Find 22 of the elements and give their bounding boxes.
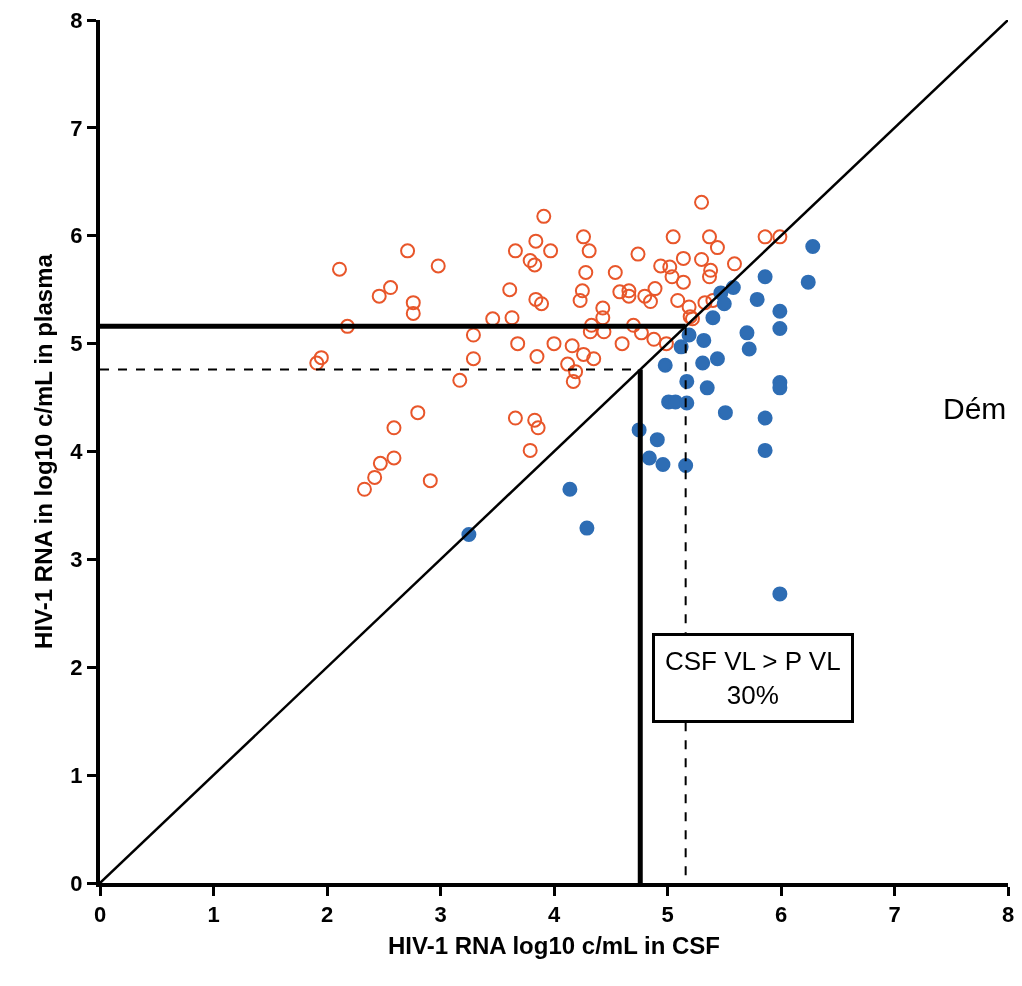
x-tick-label: 4 xyxy=(547,902,561,928)
y-tick-label: 2 xyxy=(70,654,83,680)
y-axis-title: HIV-1 RNA in log10 c/mL in plasma xyxy=(29,253,57,649)
y-tick-label: 3 xyxy=(70,547,83,573)
x-axis-title: HIV-1 RNA log10 c/mL in CSF xyxy=(387,932,721,960)
x-tick-label: 3 xyxy=(434,902,447,928)
y-tick-label: 8 xyxy=(70,7,83,33)
y-tick-label: 7 xyxy=(70,115,83,141)
y-tick-label: 5 xyxy=(70,331,83,357)
annotation: Dém xyxy=(943,392,1007,425)
x-tick-label: 6 xyxy=(774,902,788,928)
x-tick-label: 0 xyxy=(93,902,107,928)
y-tick-label: 6 xyxy=(70,223,83,249)
x-tick-label: 5 xyxy=(661,902,674,928)
y-tick-label: 0 xyxy=(70,870,83,896)
x-tick-label: 7 xyxy=(888,902,901,928)
y-tick-label: 4 xyxy=(70,439,84,465)
x-tick-label: 8 xyxy=(1001,902,1015,928)
x-tick-label: 2 xyxy=(320,902,334,928)
x-tick-label: 1 xyxy=(207,902,220,928)
y-tick-label: 1 xyxy=(70,762,83,788)
annotation: CSF VL > P VL 30% xyxy=(665,646,841,710)
